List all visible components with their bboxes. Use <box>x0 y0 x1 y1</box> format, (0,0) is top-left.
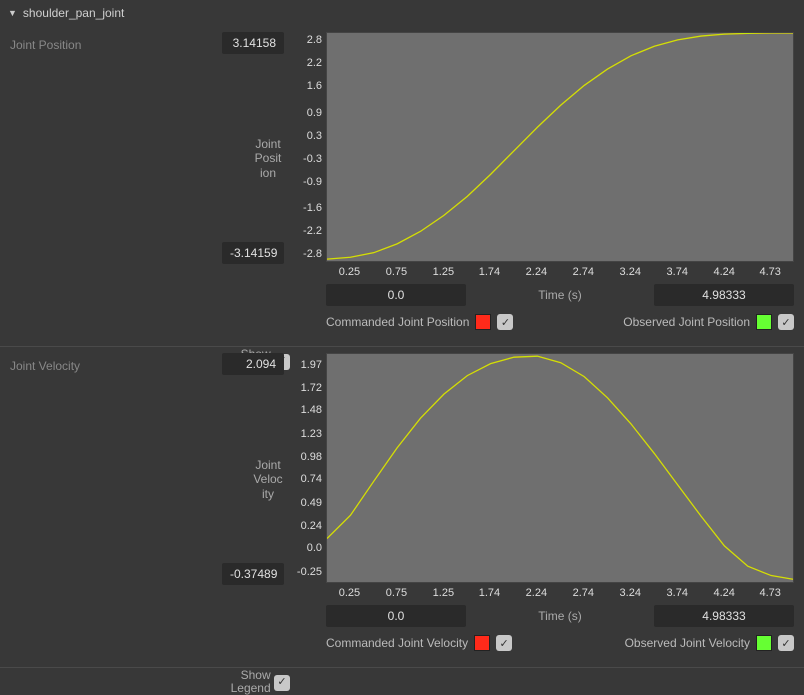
legend-checkbox[interactable]: ✓ <box>778 314 794 330</box>
series-line <box>327 33 793 259</box>
series-line <box>327 356 793 579</box>
x-axis-label: Time (s) <box>474 288 646 302</box>
panel-velocity: Joint Velocity 2.094 -0.37489 JointVelocity… <box>0 347 804 668</box>
series-line <box>327 356 793 579</box>
xrange-max[interactable]: 4.98333 <box>654 605 794 627</box>
legend-checkbox[interactable]: ✓ <box>496 635 512 651</box>
legend-swatch <box>475 314 491 330</box>
xtick-label: 3.24 <box>620 266 641 278</box>
xtick-label: 4.73 <box>759 266 780 278</box>
ytick-label: 1.72 <box>301 382 322 394</box>
ytick-label: -1.6 <box>303 202 322 214</box>
xtick-label: 1.74 <box>479 587 500 599</box>
xtick-label: 2.24 <box>526 587 547 599</box>
xtick-label: 2.24 <box>526 266 547 278</box>
legend-item-observed: Observed Joint Position ✓ <box>623 314 794 330</box>
ytick-label: -0.25 <box>297 566 322 578</box>
ytick-label: 0.24 <box>301 520 322 532</box>
panel-title: Joint Position <box>10 36 180 54</box>
ytick-label: 0.3 <box>307 130 322 142</box>
ytick-label: 0.98 <box>301 451 322 463</box>
legend-label: Observed Joint Position <box>623 315 750 329</box>
xtick-label: 0.75 <box>386 587 407 599</box>
legend-item-commanded: Commanded Joint Position ✓ <box>326 314 513 330</box>
ytick-label: 1.97 <box>301 359 322 371</box>
xtick-label: 4.24 <box>713 587 734 599</box>
xrange-min[interactable]: 0.0 <box>326 284 466 306</box>
ytick-label: 2.8 <box>307 34 322 46</box>
plot-area[interactable] <box>326 32 794 262</box>
ytick-label: -2.2 <box>303 225 322 237</box>
section-header[interactable]: ▼ shoulder_pan_joint <box>0 0 804 26</box>
ytick-label: 2.2 <box>307 57 322 69</box>
ytick-label: 1.48 <box>301 404 322 416</box>
legend-item-commanded: Commanded Joint Velocity ✓ <box>326 635 512 651</box>
xtick-label: 2.74 <box>573 587 594 599</box>
panel-title: Joint Velocity <box>10 357 180 375</box>
legend-checkbox[interactable]: ✓ <box>497 314 513 330</box>
y-axis-label: JointVelocity <box>250 458 286 501</box>
ytick-label: 0.74 <box>301 473 322 485</box>
ytick-label: 0.0 <box>307 542 322 554</box>
panel-position: Joint Position 3.14158 -3.14159 JointPositi… <box>0 26 804 347</box>
legend-checkbox[interactable]: ✓ <box>778 635 794 651</box>
expand-icon: ▼ <box>8 8 17 18</box>
xrange-max[interactable]: 4.98333 <box>654 284 794 306</box>
plot-area[interactable] <box>326 353 794 583</box>
xtick-label: 0.25 <box>339 587 360 599</box>
ytick-label: 0.49 <box>301 497 322 509</box>
y-axis-label: JointPosition <box>250 137 286 180</box>
series-line <box>327 33 793 259</box>
ytick-label: 0.9 <box>307 107 322 119</box>
yrange-min[interactable]: -0.37489 <box>222 563 284 585</box>
xtick-label: 3.24 <box>620 587 641 599</box>
yrange-max[interactable]: 2.094 <box>222 353 284 375</box>
legend-label: Commanded Joint Position <box>326 315 469 329</box>
xrange-min[interactable]: 0.0 <box>326 605 466 627</box>
xtick-label: 3.74 <box>667 587 688 599</box>
xtick-label: 3.74 <box>667 266 688 278</box>
legend-label: Commanded Joint Velocity <box>326 636 468 650</box>
yrange-min[interactable]: -3.14159 <box>222 242 284 264</box>
xtick-label: 4.73 <box>759 587 780 599</box>
xtick-label: 1.25 <box>433 266 454 278</box>
xtick-label: 2.74 <box>573 266 594 278</box>
ytick-label: 1.6 <box>307 80 322 92</box>
show-legend-label: ShowLegend ✓ <box>180 669 290 695</box>
yrange-max[interactable]: 3.14158 <box>222 32 284 54</box>
legend-item-observed: Observed Joint Velocity ✓ <box>625 635 794 651</box>
xtick-label: 0.25 <box>339 266 360 278</box>
section-title: shoulder_pan_joint <box>23 6 124 20</box>
ytick-label: -2.8 <box>303 248 322 260</box>
legend-swatch <box>756 635 772 651</box>
legend-swatch <box>756 314 772 330</box>
ytick-label: -0.3 <box>303 153 322 165</box>
x-axis-label: Time (s) <box>474 609 646 623</box>
xtick-label: 1.74 <box>479 266 500 278</box>
show-legend-checkbox[interactable]: ✓ <box>274 675 290 691</box>
xtick-label: 4.24 <box>713 266 734 278</box>
xtick-label: 1.25 <box>433 587 454 599</box>
legend-label: Observed Joint Velocity <box>625 636 750 650</box>
legend-swatch <box>474 635 490 651</box>
ytick-label: 1.23 <box>301 428 322 440</box>
ytick-label: -0.9 <box>303 176 322 188</box>
xtick-label: 0.75 <box>386 266 407 278</box>
